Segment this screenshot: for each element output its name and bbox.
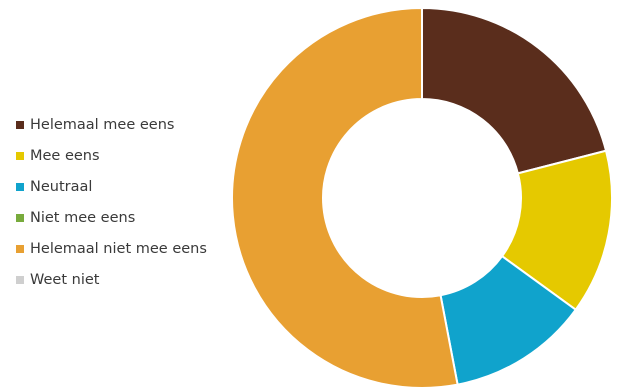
legend-swatch xyxy=(16,275,24,284)
legend-swatch xyxy=(16,182,24,191)
legend-label: Helemaal niet mee eens xyxy=(30,240,207,257)
legend-item: Helemaal niet mee eens xyxy=(16,233,207,264)
legend-label: Weet niet xyxy=(30,271,100,288)
legend-label: Mee eens xyxy=(30,147,100,164)
legend-label: Helemaal mee eens xyxy=(30,116,175,133)
legend-item: Neutraal xyxy=(16,171,207,202)
legend-item: Weet niet xyxy=(16,264,207,295)
legend-swatch xyxy=(16,244,24,253)
legend-item: Mee eens xyxy=(16,140,207,171)
legend-label: Niet mee eens xyxy=(30,209,136,226)
legend: Helemaal mee eens Mee eens Neutraal Niet me… xyxy=(16,109,207,295)
legend-item: Helemaal mee eens xyxy=(16,109,207,140)
donut-slices xyxy=(231,6,613,389)
legend-item: Niet mee eens xyxy=(16,202,207,233)
legend-label: Neutraal xyxy=(30,178,93,195)
legend-swatch xyxy=(16,213,24,222)
donut-slice-helemaal-mee-eens xyxy=(421,6,608,175)
legend-swatch xyxy=(16,151,24,160)
legend-swatch xyxy=(16,120,24,129)
donut-slice-helemaal-niet-mee-eens xyxy=(231,6,459,389)
